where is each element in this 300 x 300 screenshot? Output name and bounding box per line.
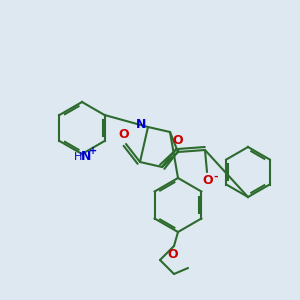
Text: H: H xyxy=(74,152,82,162)
Text: N: N xyxy=(81,151,91,164)
Text: +: + xyxy=(89,146,97,156)
Text: O: O xyxy=(173,134,183,146)
Text: O: O xyxy=(119,128,129,142)
Text: O: O xyxy=(168,248,178,260)
Text: O: O xyxy=(203,175,213,188)
Text: N: N xyxy=(136,118,146,131)
Text: -: - xyxy=(214,172,218,182)
